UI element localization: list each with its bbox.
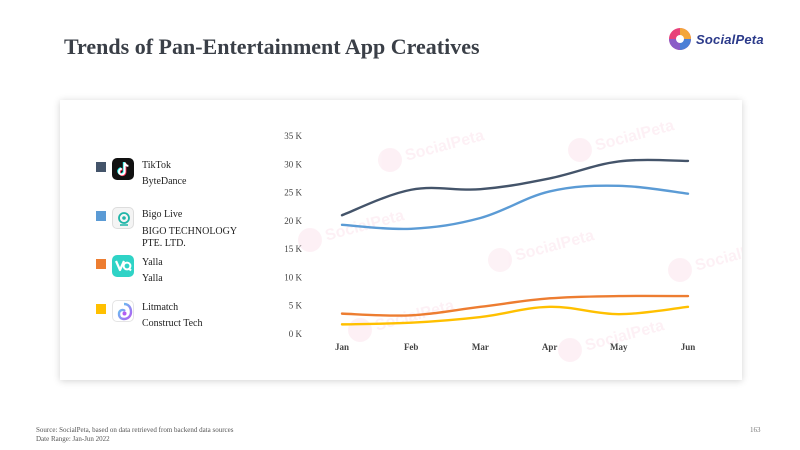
data-point-tiktok-jun — [687, 160, 689, 162]
y-tick-label: 30 K — [284, 159, 302, 169]
watermark: SocialPeta — [558, 317, 666, 362]
source-note: Source: SocialPeta, based on data retrie… — [36, 426, 234, 434]
data-point-bigo-live-jan — [341, 224, 343, 226]
data-point-yalla-apr — [548, 297, 550, 299]
x-axis: Jan Feb Mar Apr May Jun — [335, 342, 695, 352]
y-tick-label: 5 K — [289, 301, 303, 311]
watermark: SocialPeta — [348, 297, 456, 342]
legend-swatch — [96, 304, 106, 314]
watermark: SocialPeta — [668, 237, 742, 282]
data-point-litmatch-mar — [479, 316, 481, 318]
legend-item-litmatch: Litmatch Construct Tech — [96, 300, 242, 331]
legend-swatch — [96, 211, 106, 221]
legend-item-bigo-live: Bigo Live BIGO TECHNOLOGY PTE. LTD. — [96, 207, 242, 250]
x-tick-label: Feb — [404, 342, 419, 352]
x-tick-label: Mar — [472, 342, 489, 352]
series-line-tiktok — [340, 158, 690, 217]
legend-item-yalla: Yalla Yalla — [96, 255, 242, 286]
data-point-litmatch-jun — [687, 306, 689, 308]
socialpeta-logo-icon — [669, 28, 691, 50]
brand-logo: SocialPeta — [668, 26, 768, 52]
data-point-yalla-jan — [341, 312, 343, 314]
data-point-litmatch-may — [618, 313, 620, 315]
legend-app-name: Bigo Live — [142, 209, 183, 220]
data-point-litmatch-jan — [341, 323, 343, 325]
watermark: SocialPeta — [568, 117, 676, 162]
data-point-yalla-jun — [687, 295, 689, 297]
x-tick-label: Jan — [335, 342, 349, 352]
footer-source: Source: SocialPeta, based on data retrie… — [36, 426, 233, 444]
y-tick-label: 20 K — [284, 216, 302, 226]
series-line-bigo-live — [340, 184, 690, 231]
svg-text:SocialPeta: SocialPeta — [403, 127, 486, 164]
y-axis: 0 K 5 K 10 K 15 K 20 K 25 K 30 K 35 K — [284, 131, 302, 339]
x-tick-label: Jun — [681, 342, 696, 352]
data-point-tiktok-may — [618, 160, 620, 162]
x-tick-label: May — [610, 342, 628, 352]
tiktok-icon — [112, 158, 134, 180]
data-point-bigo-live-jun — [687, 193, 689, 195]
watermark-layer: SocialPeta SocialPeta SocialPeta SocialPeta… — [298, 117, 742, 362]
series-layer — [340, 158, 690, 326]
page-title: Trends of Pan-Entertainment App Creative… — [64, 34, 480, 59]
data-point-yalla-feb — [410, 314, 412, 316]
data-point-bigo-live-mar — [479, 217, 481, 219]
y-tick-label: 10 K — [284, 272, 302, 282]
data-point-tiktok-jan — [341, 214, 343, 216]
brand-name: SocialPeta — [696, 31, 764, 47]
svg-text:SocialPeta: SocialPeta — [593, 117, 676, 154]
legend-company-name: Yalla — [142, 273, 163, 284]
series-line-litmatch — [340, 305, 690, 326]
svg-text:SocialPeta: SocialPeta — [693, 237, 742, 274]
legend-swatch — [96, 259, 106, 269]
data-point-tiktok-mar — [479, 188, 481, 190]
watermark: SocialPeta — [378, 127, 486, 172]
data-point-litmatch-feb — [410, 321, 412, 323]
data-point-tiktok-apr — [548, 177, 550, 179]
page-number: 163 — [750, 426, 761, 434]
chart-card: SocialPeta SocialPeta SocialPeta SocialPeta… — [60, 100, 742, 380]
y-tick-label: 35 K — [284, 131, 302, 141]
y-tick-label: 0 K — [289, 329, 303, 339]
legend-app-name: TikTok — [142, 160, 171, 171]
svg-text:SocialPeta: SocialPeta — [513, 227, 596, 264]
y-tick-label: 15 K — [284, 244, 302, 254]
date-range-note: Date Range: Jan-Jun 2022 — [36, 435, 110, 443]
data-point-yalla-mar — [479, 306, 481, 308]
litmatch-icon — [112, 300, 134, 322]
data-point-yalla-may — [618, 295, 620, 297]
x-tick-label: Apr — [542, 342, 558, 352]
legend-item-tiktok: TikTok ByteDance — [96, 158, 242, 189]
legend-app-name: Yalla — [142, 257, 163, 268]
line-chart: SocialPeta SocialPeta SocialPeta SocialPeta… — [284, 117, 742, 362]
bigo-live-icon — [112, 207, 134, 229]
legend-swatch — [96, 162, 106, 172]
legend-company-name: BIGO TECHNOLOGY PTE. LTD. — [142, 226, 237, 249]
legend-app-name: Litmatch — [142, 302, 179, 313]
data-point-tiktok-feb — [410, 189, 412, 191]
y-tick-label: 25 K — [284, 188, 302, 198]
data-point-bigo-live-feb — [410, 228, 412, 230]
legend-company-name: ByteDance — [142, 176, 187, 187]
legend-company-name: Construct Tech — [142, 318, 203, 329]
data-point-litmatch-apr — [548, 306, 550, 308]
data-point-bigo-live-apr — [548, 190, 550, 192]
watermark: SocialPeta — [488, 227, 596, 272]
series-line-yalla — [340, 294, 690, 317]
data-point-bigo-live-may — [618, 185, 620, 187]
yalla-icon — [112, 255, 134, 277]
